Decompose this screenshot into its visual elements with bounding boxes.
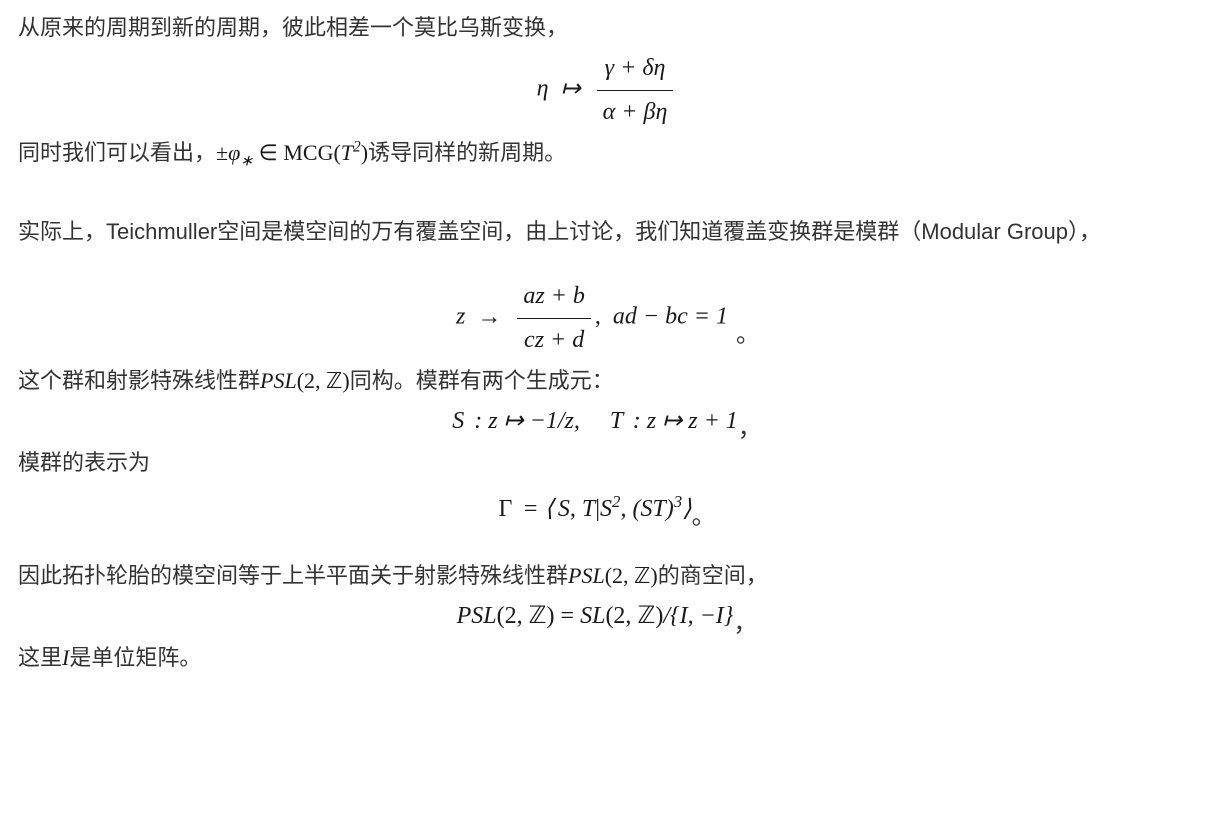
f5-end-punct: ， — [733, 610, 757, 637]
f4-st: ST — [640, 496, 665, 522]
p2-formula: ±φ∗ ∈ MCG(T2) — [216, 140, 368, 165]
text-p5: 模群的表示为 — [18, 450, 150, 475]
p6-psl: PSL(2, ℤ) — [568, 563, 658, 588]
f3-tmap: : z ↦ z + 1 — [633, 408, 738, 434]
text-p1: 从原来的周期到新的周期，彼此相差一个莫比乌斯变换， — [18, 15, 568, 40]
f1-numerator: γ + δη — [597, 49, 674, 90]
f4-body-a: S, T — [558, 496, 595, 522]
p7-pre: 这里 — [18, 645, 62, 670]
f2-fraction: az + b cz + d — [517, 277, 591, 359]
formula-generators: S : z ↦ −1/z, T : z ↦ z + 1， — [18, 402, 1196, 440]
p4-post: 同构。模群有两个生成元： — [350, 368, 614, 393]
p2-post: 诱导同样的新周期。 — [368, 140, 566, 165]
paragraph-7: 这里I是单位矩阵。 — [18, 640, 1196, 675]
f2-den: cz + d — [517, 319, 591, 359]
formula-mobius: η ↦ γ + δη α + βη — [18, 49, 1196, 131]
paragraph-4: 这个群和射影特殊线性群PSL(2, ℤ)同构。模群有两个生成元： — [18, 363, 1196, 398]
p4-psl: PSL(2, ℤ) — [260, 368, 350, 393]
f2-cond: ad − bc = 1 — [613, 304, 728, 330]
f5-set: {I, −I} — [670, 603, 733, 629]
paragraph-3: 实际上，Teichmuller空间是模空间的万有覆盖空间，由上讨论，我们知道覆盖… — [18, 214, 1196, 249]
f2-z: z — [456, 304, 465, 330]
p4-pre: 这个群和射影特殊线性群 — [18, 368, 260, 393]
f4-end-punct: 。 — [692, 503, 716, 530]
f1-lhs: η — [537, 76, 549, 102]
paragraph-1: 从原来的周期到新的周期，彼此相差一个莫比乌斯变换， — [18, 10, 1196, 45]
f1-arrow: ↦ — [561, 76, 581, 102]
f3-end-punct: ， — [738, 415, 762, 442]
formula-mobius-z: z → az + b cz + d , ad − bc = 1 。 — [18, 277, 1196, 359]
p2-pre: 同时我们可以看出， — [18, 140, 216, 165]
paragraph-6: 因此拓扑轮胎的模空间等于上半平面关于射影特殊线性群PSL(2, ℤ)的商空间， — [18, 558, 1196, 593]
f3-T: T — [610, 408, 623, 434]
paragraph-2: 同时我们可以看出，±φ∗ ∈ MCG(T2)诱导同样的新周期。 — [18, 135, 1196, 170]
f4-eq: = ⟨ — [522, 496, 554, 522]
f1-denominator: α + βη — [597, 91, 674, 131]
f2-end-punct: 。 — [736, 321, 760, 348]
formula-psl-def: PSL(2, ℤ) = SL(2, ℤ)/{I, −I}， — [18, 597, 1196, 635]
f1-fraction: γ + δη α + βη — [597, 49, 674, 131]
text-p3: 实际上，Teichmuller空间是模空间的万有覆盖空间，由上讨论，我们知道覆盖… — [18, 219, 1101, 244]
f4-s: S — [600, 496, 612, 522]
paragraph-5: 模群的表示为 — [18, 445, 1196, 480]
p6-post: 的商空间， — [658, 563, 768, 588]
f4-gamma: Γ — [498, 496, 512, 522]
p7-post: 是单位矩阵。 — [69, 645, 201, 670]
f3-smap: : z ↦ −1/z, — [474, 408, 580, 434]
f3-S: S — [452, 408, 464, 434]
p6-pre: 因此拓扑轮胎的模空间等于上半平面关于射影特殊线性群 — [18, 563, 568, 588]
f2-arrow: → — [477, 304, 501, 330]
f5-rhs-a: SL — [580, 603, 605, 629]
f5-lhs: PSL — [457, 603, 497, 629]
formula-presentation: Γ = ⟨S, T|S2, (ST)3⟩。 — [18, 490, 1196, 528]
f2-num: az + b — [517, 277, 591, 318]
